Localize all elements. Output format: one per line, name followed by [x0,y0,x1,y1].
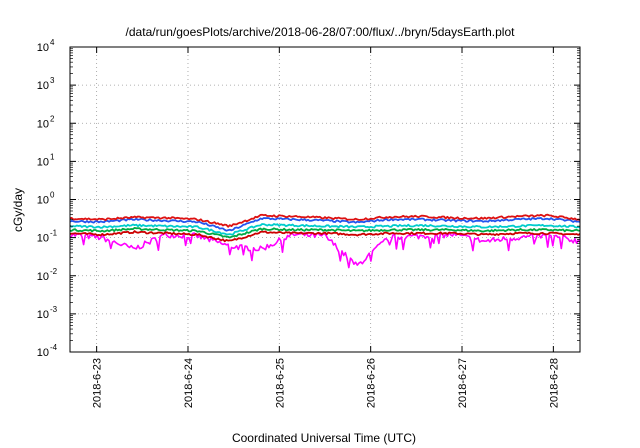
y-axis-label: cGy/day [11,188,25,232]
chart-title: /data/run/goesPlots/archive/2018-06-28/0… [126,25,516,39]
y-tick-label: 10 [37,80,49,92]
x-tick-label: 2018-6-26 [366,358,378,408]
y-tick-exponent: 0 [50,191,55,200]
y-tick-label: 10 [37,233,49,245]
y-tick-label: 10 [37,347,49,359]
y-tick-exponent: -1 [50,229,58,238]
x-tick-label: 2018-6-25 [274,358,286,408]
y-tick-label: 10 [37,271,49,283]
y-tick-label: 10 [37,118,49,130]
grid-lines [70,47,580,352]
series-layer [69,213,581,269]
y-tick-exponent: 3 [50,76,55,85]
y-tick-label: 10 [37,42,49,54]
x-tick-label: 2018-6-24 [183,358,195,408]
y-tick-exponent: 2 [50,114,55,123]
series-line-2 [69,230,581,243]
y-tick-exponent: -3 [50,305,58,314]
x-axis-ticks: 2018-6-23 2018-6-24 2018-6-25 2018-6-26 2018… [92,47,560,408]
x-tick-label: 2018-6-27 [457,358,469,408]
y-tick-exponent: 4 [50,38,55,47]
series-line-5 [69,216,581,232]
y-tick-exponent: -2 [50,267,58,276]
series-line-4 [69,223,581,236]
y-tick-exponent: -4 [50,343,58,352]
series-line-3 [70,226,581,239]
x-axis-label: Coordinated Universal Time (UTC) [232,431,416,445]
y-tick-label: 10 [37,156,49,168]
y-tick-label: 10 [37,309,49,321]
series-line-6 [69,213,581,228]
y-tick-exponent: 1 [50,152,55,161]
series-line-1 [69,231,581,269]
x-tick-label: 2018-6-28 [548,358,560,408]
x-tick-label: 2018-6-23 [92,358,104,408]
y-tick-label: 10 [37,195,49,207]
